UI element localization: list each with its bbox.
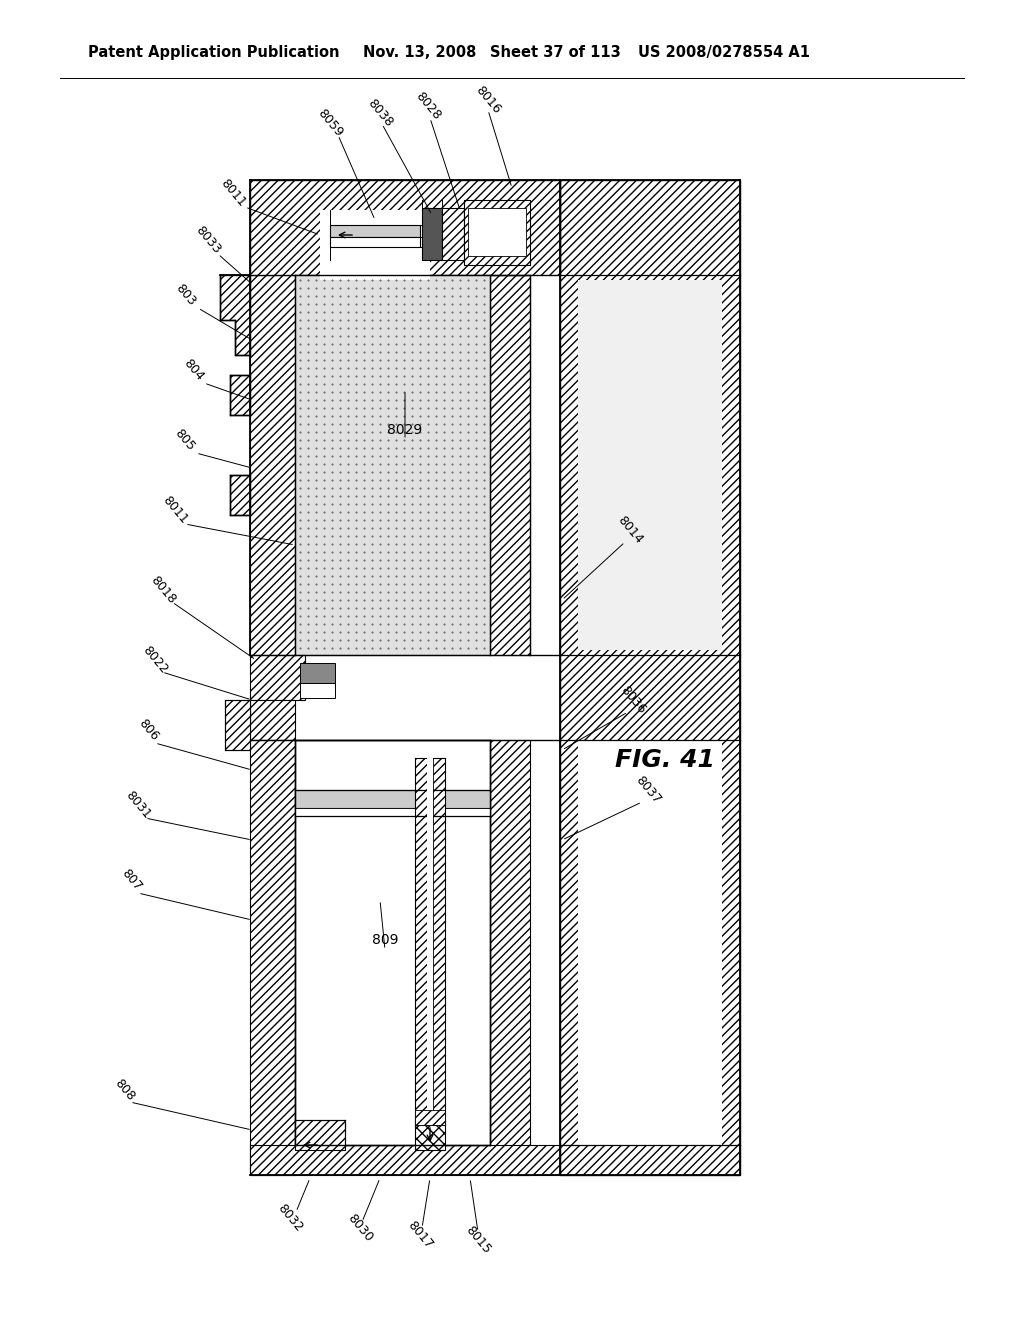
Text: 808: 808 — [113, 1077, 137, 1104]
Text: Sheet 37 of 113: Sheet 37 of 113 — [490, 45, 621, 59]
Bar — [225, 700, 250, 750]
Bar — [295, 275, 490, 655]
Text: Nov. 13, 2008: Nov. 13, 2008 — [362, 45, 476, 59]
Bar — [464, 201, 530, 265]
Bar — [433, 758, 445, 1125]
Bar — [490, 275, 530, 655]
Text: 8036: 8036 — [617, 684, 648, 717]
Bar — [295, 1119, 345, 1150]
Bar — [422, 209, 442, 260]
Text: 8016: 8016 — [473, 83, 503, 116]
Bar — [490, 741, 530, 1175]
Bar — [442, 209, 464, 260]
Text: 806: 806 — [135, 717, 161, 743]
Text: 804: 804 — [180, 356, 206, 383]
Bar — [250, 275, 295, 655]
Bar — [250, 180, 560, 275]
Bar — [415, 1110, 445, 1125]
Text: 8028: 8028 — [413, 90, 443, 123]
Text: 8018: 8018 — [147, 574, 178, 606]
Text: 8015: 8015 — [463, 1224, 494, 1257]
Text: FIG. 41: FIG. 41 — [615, 748, 715, 772]
Bar — [300, 682, 335, 698]
Bar — [560, 180, 740, 1175]
Text: 807: 807 — [120, 867, 144, 894]
Bar — [330, 224, 420, 238]
Bar — [468, 209, 526, 256]
Bar — [250, 1144, 560, 1175]
Polygon shape — [230, 475, 250, 515]
Text: 8038: 8038 — [365, 96, 395, 129]
Bar — [415, 1119, 445, 1150]
Text: 8011: 8011 — [160, 494, 190, 527]
Text: Patent Application Publication: Patent Application Publication — [88, 45, 340, 59]
Text: 805: 805 — [172, 426, 198, 453]
Text: 8014: 8014 — [614, 513, 645, 546]
Bar — [250, 655, 305, 700]
Text: 8022: 8022 — [140, 644, 170, 676]
Polygon shape — [230, 375, 250, 414]
Bar — [330, 238, 420, 247]
Bar — [578, 280, 722, 649]
Text: 803: 803 — [172, 281, 198, 309]
Text: US 2008/0278554 A1: US 2008/0278554 A1 — [638, 45, 810, 59]
Text: 8030: 8030 — [345, 1212, 375, 1245]
Text: 8033: 8033 — [193, 223, 223, 256]
Text: 8031: 8031 — [123, 788, 154, 821]
Bar — [295, 789, 490, 808]
Bar — [295, 808, 490, 816]
Polygon shape — [220, 275, 250, 355]
Text: 8032: 8032 — [274, 1201, 305, 1234]
Text: 8011: 8011 — [218, 177, 248, 210]
Bar — [250, 741, 295, 1175]
Bar — [295, 275, 490, 655]
Text: 8029: 8029 — [387, 422, 423, 437]
Bar — [415, 758, 427, 1125]
Text: 8059: 8059 — [314, 107, 345, 140]
Text: 8017: 8017 — [404, 1218, 435, 1251]
Bar — [295, 741, 490, 1144]
Bar — [300, 663, 335, 682]
Bar — [250, 700, 295, 741]
Bar — [427, 758, 433, 1125]
Text: 8037: 8037 — [633, 774, 664, 807]
Bar — [319, 210, 430, 280]
Bar — [578, 741, 722, 1144]
Text: 809: 809 — [372, 933, 398, 946]
